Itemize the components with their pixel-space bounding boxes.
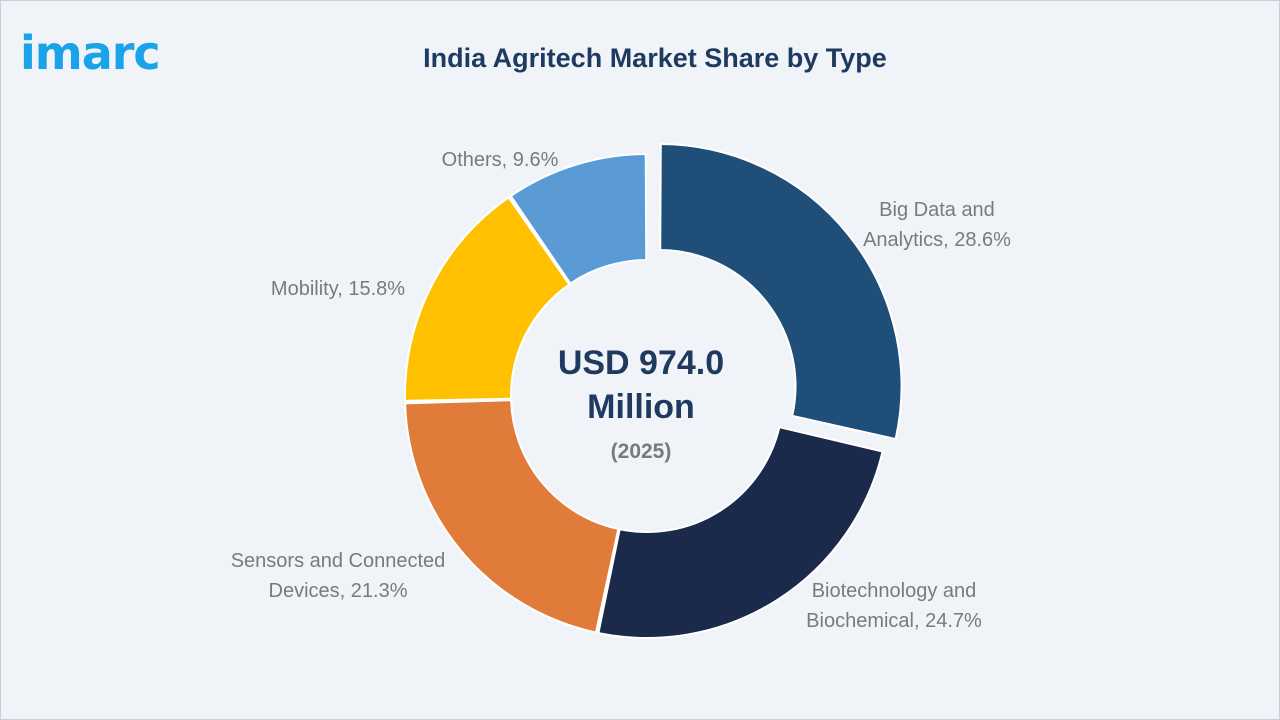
slice-label-big-data-and-analytics: Big Data and Analytics, 28.6% — [863, 199, 1011, 251]
slice-mobility — [404, 196, 571, 402]
slice-others — [509, 152, 648, 285]
center-value-line-2: Million — [587, 388, 695, 426]
imarc-logo: imarc — [20, 26, 161, 80]
slice-biotechnology-and-biochemical — [597, 425, 884, 639]
slice-label-mobility: Mobility, 15.8% — [271, 278, 405, 300]
slice-label-others: Others, 9.6% — [442, 149, 559, 171]
slice-label-sensors-and-connected-devices: Sensors and Connected Devices, 21.3% — [231, 550, 446, 602]
chart-title: India Agritech Market Share by Type — [423, 43, 887, 73]
center-value-line-1: USD 974.0 — [558, 344, 724, 382]
slices-group — [404, 143, 903, 639]
center-year: (2025) — [611, 440, 672, 463]
labels-group: Big Data and Analytics, 28.6% Biotechnolog… — [231, 149, 1011, 632]
slice-sensors-and-connected-devices — [404, 399, 620, 634]
slice-label-biotechnology-and-biochemical: Biotechnology and Biochemical, 24.7% — [806, 580, 982, 632]
slice-big-data-and-analytics — [659, 143, 903, 441]
